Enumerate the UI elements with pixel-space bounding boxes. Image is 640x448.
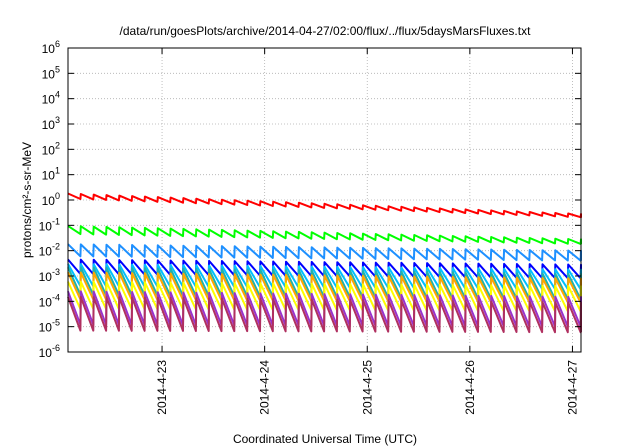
y-tick-label: 100 xyxy=(42,191,60,208)
x-tick-label: 2014-4-25 xyxy=(360,360,374,415)
y-tick-label: 106 xyxy=(42,39,60,56)
y-tick-label: 105 xyxy=(42,64,60,81)
y-tick-label: 10-2 xyxy=(39,242,60,259)
chart-title: /data/run/goesPlots/archive/2014-04-27/0… xyxy=(120,24,532,38)
y-tick-label: 10-4 xyxy=(39,292,60,309)
x-tick-label: 2014-4-24 xyxy=(258,360,272,415)
y-tick-label: 102 xyxy=(42,140,60,157)
series-line-3 xyxy=(67,243,582,262)
series-group xyxy=(67,192,582,334)
series-line-1 xyxy=(67,192,582,219)
y-axis-label: protons/cm²-s-sr-MeV xyxy=(20,142,34,258)
y-tick-label: 10-6 xyxy=(39,343,60,360)
x-axis-label: Coordinated Universal Time (UTC) xyxy=(233,432,417,446)
x-axis: 2014-4-23 2014-4-24 2014-4-25 2014-4-26 2014… xyxy=(155,48,579,415)
y-tick-label: 10-3 xyxy=(39,267,60,284)
y-tick-label: 10-1 xyxy=(39,216,60,233)
y-tick-label: 104 xyxy=(42,90,60,107)
y-tick-label: 103 xyxy=(42,115,60,132)
y-tick-label: 101 xyxy=(42,166,60,183)
y-tick-label: 10-5 xyxy=(39,318,60,335)
x-tick-label: 2014-4-27 xyxy=(565,360,579,415)
x-tick-label: 2014-4-23 xyxy=(155,360,169,415)
series-line-10 xyxy=(67,296,582,334)
x-tick-label: 2014-4-26 xyxy=(463,360,477,415)
series-line-2 xyxy=(67,225,582,245)
